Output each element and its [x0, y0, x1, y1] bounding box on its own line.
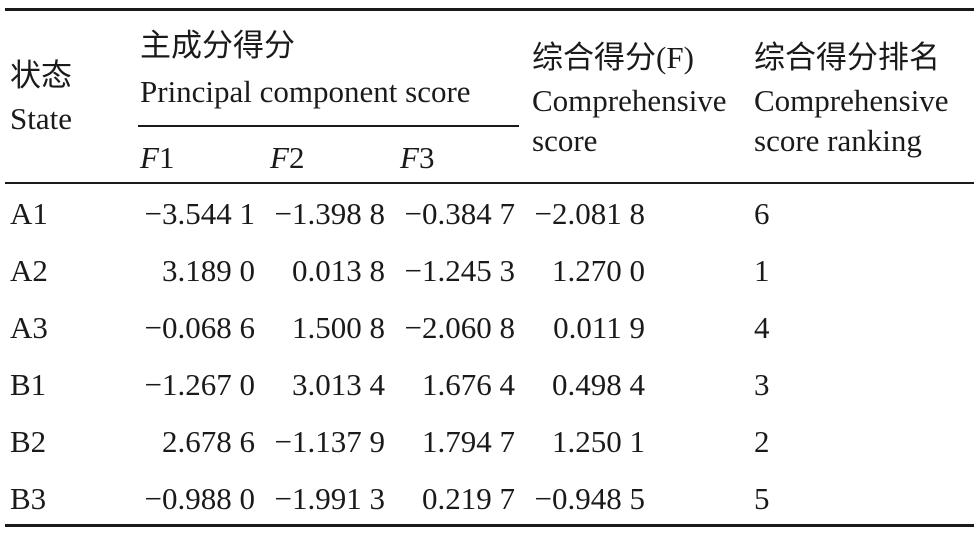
header-f1-var: F [140, 140, 159, 175]
header-comp-cn: 综合得分(F) [532, 40, 694, 75]
header-pcs-cn: 主成分得分 [140, 28, 295, 63]
cell-state: B3 [10, 481, 47, 516]
header-rank-en-2: score ranking [754, 123, 922, 158]
cell-state: B2 [10, 424, 47, 459]
cell-comp: 1.270 0 [552, 253, 645, 288]
cell-f2: 1.500 8 [292, 310, 385, 345]
cell-rank: 5 [754, 481, 770, 516]
header-state-en: State [10, 101, 72, 136]
header-f2-num: 2 [288, 140, 305, 175]
header-f2-var: F [270, 140, 289, 175]
header-comp-en-2: score [532, 123, 598, 158]
cell-state: A2 [10, 253, 48, 288]
header-rank-cn: 综合得分排名 [754, 40, 940, 75]
cell-f2: 0.013 8 [292, 253, 385, 288]
cell-comp: 1.250 1 [552, 424, 645, 459]
cell-f1: 2.678 6 [162, 424, 255, 459]
cell-state: B1 [10, 367, 47, 402]
cell-f2: −1.137 9 [274, 424, 385, 459]
cell-rank: 1 [754, 253, 770, 288]
cell-state: A3 [10, 310, 48, 345]
cell-f3: 1.794 7 [422, 424, 515, 459]
header-comp-en-1: Comprehensive [532, 83, 727, 118]
cell-f1: 3.189 0 [162, 253, 255, 288]
cell-state: A1 [10, 196, 48, 231]
header-f2: F2 [270, 140, 304, 176]
top-rule [5, 8, 974, 11]
cell-f2: 3.013 4 [292, 367, 385, 402]
header-f3-num: 3 [418, 140, 435, 175]
header-f3-var: F [400, 140, 419, 175]
cell-comp: −0.948 5 [534, 481, 645, 516]
cell-f2: −1.991 3 [274, 481, 385, 516]
cell-f3: −1.245 3 [404, 253, 515, 288]
cell-rank: 4 [754, 310, 770, 345]
cell-f3: −0.384 7 [404, 196, 515, 231]
header-f1: F1 [140, 140, 174, 176]
cell-f2: −1.398 8 [274, 196, 385, 231]
header-rule [5, 182, 974, 184]
cell-comp: 0.011 9 [553, 310, 645, 345]
header-f3: F3 [400, 140, 434, 176]
cell-rank: 6 [754, 196, 770, 231]
header-pcs-en: Principal component score [140, 74, 471, 109]
cell-rank: 3 [754, 367, 770, 402]
cell-f3: −2.060 8 [404, 310, 515, 345]
pcs-sub-rule [138, 125, 519, 127]
cell-f3: 0.219 7 [422, 481, 515, 516]
cell-f1: −0.988 0 [144, 481, 255, 516]
header-f1-num: 1 [158, 140, 175, 175]
cell-f3: 1.676 4 [422, 367, 515, 402]
bottom-rule [5, 524, 974, 527]
cell-comp: −2.081 8 [534, 196, 645, 231]
header-rank-en-1: Comprehensive [754, 83, 949, 118]
cell-comp: 0.498 4 [552, 367, 645, 402]
header-state-cn: 状态 [10, 58, 72, 93]
cell-f1: −3.544 1 [144, 196, 255, 231]
cell-f1: −0.068 6 [144, 310, 255, 345]
cell-rank: 2 [754, 424, 770, 459]
cell-f1: −1.267 0 [144, 367, 255, 402]
